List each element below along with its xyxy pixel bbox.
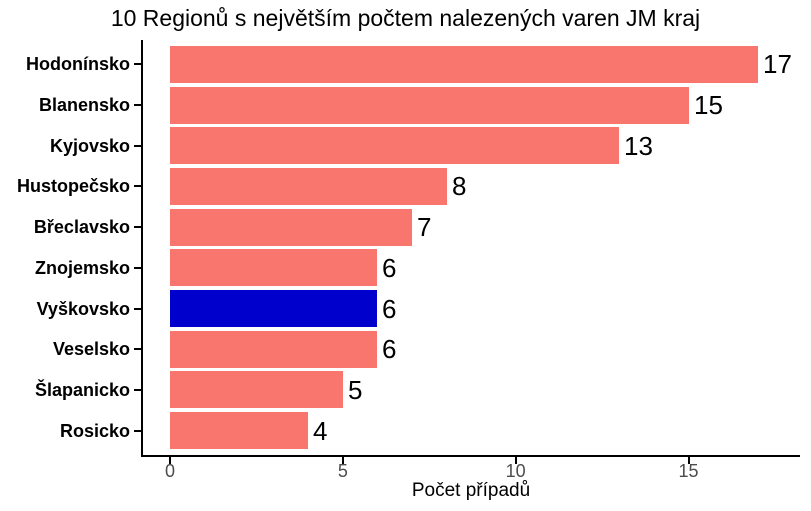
y-tick (134, 348, 141, 351)
x-tick (514, 457, 517, 464)
x-tick (169, 457, 171, 464)
y-axis-label: Kyjovsko (49, 135, 130, 156)
bar-value-label: 17 (763, 49, 792, 80)
y-axis-label: Vyškovsko (36, 298, 130, 319)
bar (170, 208, 412, 246)
bar-value-label: 7 (417, 212, 432, 243)
bar (170, 167, 447, 205)
x-tick (687, 457, 690, 464)
bar-value-label: 4 (313, 415, 328, 446)
y-axis-label: Břeclavsko (33, 217, 130, 238)
bar (170, 412, 308, 450)
y-tick (134, 266, 141, 269)
bar-value-label: 6 (382, 252, 397, 283)
bar-value-label: 6 (382, 334, 397, 365)
bar (170, 45, 758, 83)
x-axis-title: Počet případů (411, 480, 531, 501)
y-axis-label: Hodonínsko (26, 54, 130, 75)
y-tick (134, 104, 141, 107)
y-axis-line (141, 40, 143, 457)
bar-value-label: 5 (348, 374, 363, 405)
bar-value-label: 13 (624, 130, 653, 161)
bar-highlighted (170, 290, 377, 328)
y-axis-label: Šlapanicko (34, 379, 130, 400)
x-tick (341, 457, 344, 464)
y-axis-label: Rosicko (59, 420, 130, 441)
x-tick-label: 10 (505, 461, 526, 481)
y-axis-label: Znojemsko (34, 257, 130, 278)
bar (170, 86, 689, 124)
bar-value-label: 8 (452, 171, 467, 202)
y-tick (134, 185, 141, 188)
bar-value-label: 15 (694, 90, 723, 121)
y-tick (134, 226, 141, 229)
chart-title: 10 Regionů s největším počtem nalezených… (110, 5, 701, 31)
bar (170, 127, 619, 165)
x-tick-label: 0 (164, 461, 175, 481)
bar (170, 371, 343, 409)
y-tick (134, 144, 141, 147)
y-axis-label: Veselsko (52, 339, 130, 360)
y-tick (134, 388, 141, 391)
bar-value-label: 6 (382, 293, 397, 324)
x-tick-label: 5 (337, 461, 348, 481)
bar (170, 330, 377, 368)
y-axis-label: Hustopečsko (16, 176, 130, 197)
y-tick (134, 307, 141, 310)
y-tick (134, 63, 141, 66)
x-tick-label: 15 (678, 461, 699, 481)
y-axis-label: Blanensko (38, 95, 130, 116)
y-tick (134, 429, 141, 432)
x-axis-line (141, 455, 800, 457)
bar (170, 249, 377, 287)
